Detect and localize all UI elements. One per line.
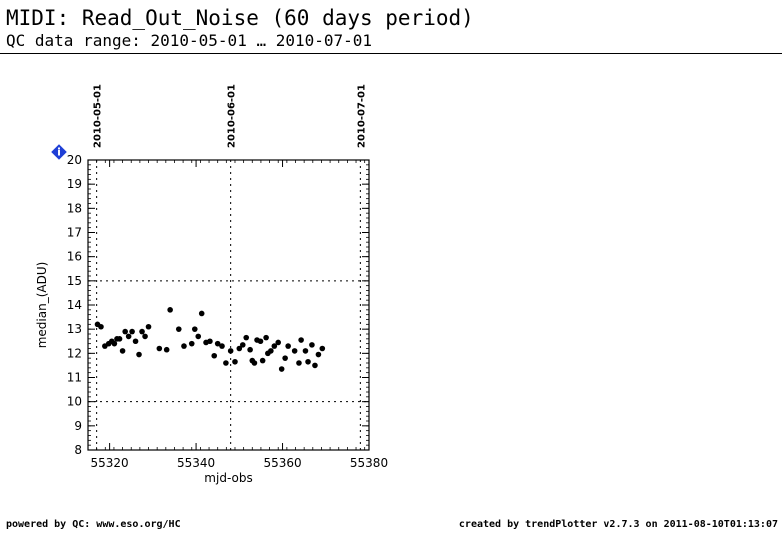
data-point [291,348,298,354]
date-marker-label: 2010-05-01 [93,84,104,148]
data-point [132,338,139,345]
data-point [207,338,213,345]
x-axis-label: mjd-obs [204,471,252,485]
info-badge-label: i [57,146,61,159]
data-point [271,343,278,349]
chart-ticks [87,159,370,451]
data-point [139,328,145,335]
footer-powered-by: powered by QC: www.eso.org/HC [6,519,181,530]
data-point [251,360,258,366]
data-point [259,357,266,364]
date-marker-label: 2010-07-01 [356,84,367,148]
data-point [227,348,234,354]
chart-grid [88,160,369,450]
data-point [156,345,163,352]
info-diamond-icon[interactable]: i [51,144,67,160]
y-tick-label: 9 [74,419,82,433]
y-tick-label: 17 [67,226,82,240]
data-point [278,366,285,372]
data-point [232,358,238,365]
data-point [198,310,205,317]
data-point [116,336,123,342]
y-tick-label: 18 [67,201,82,215]
data-point [257,338,264,345]
date-marker-label: 2010-06-01 [227,84,238,148]
data-point [305,358,311,365]
data-point [181,343,187,349]
data-point [223,360,229,366]
data-point [125,333,132,340]
x-tick-label: 55380 [350,456,388,470]
data-point [191,326,198,332]
info-diamond-shape [51,144,67,160]
data-point [309,342,315,348]
x-tick-label: 55340 [177,456,215,470]
data-point [243,334,250,341]
title-divider [0,53,782,54]
data-point [195,333,202,340]
y-tick-label: 20 [67,153,82,167]
data-point [129,328,135,335]
chart-labels: 2010-05-01 2010-06-01 2010-07-01 8 9 10 11 12 13… [35,84,388,485]
data-point [296,360,302,366]
page-title: MIDI: Read_Out_Noise (60 days period) [6,6,474,30]
y-tick-label: 15 [67,274,82,288]
data-point [98,323,104,330]
data-point [175,326,182,332]
y-tick-label: 12 [67,346,82,360]
data-point [268,348,274,354]
chart-points [94,307,326,372]
data-point [119,348,126,354]
data-point [247,346,253,353]
data-point [163,346,170,353]
y-axis-label: median_(ADU) [35,262,49,349]
data-point [319,345,326,352]
page-subtitle: QC data range: 2010-05-01 … 2010-07-01 [6,31,373,50]
y-tick-label: 16 [67,250,82,264]
data-point [142,333,148,340]
y-tick-label: 8 [74,443,82,457]
data-point [263,334,269,341]
data-point [298,337,304,343]
plot-frame [87,159,370,451]
data-point [239,342,246,348]
data-point [236,345,243,352]
y-tick-label: 13 [67,322,82,336]
data-point [188,340,195,347]
y-tick-label: 11 [67,371,82,385]
data-point [122,328,128,335]
data-point [136,351,142,358]
data-point [315,351,322,358]
data-point [214,340,221,347]
data-point [145,323,152,330]
data-point [111,340,118,347]
data-point [211,352,218,359]
y-tick-label: 19 [67,177,82,191]
data-point [285,343,291,349]
y-tick-label: 14 [67,298,82,312]
x-tick-label: 55360 [263,456,301,470]
data-point [167,307,173,313]
data-point [219,343,225,349]
data-point [275,339,282,346]
data-point [282,355,288,361]
footer-created-by: created by trendPlotter v2.7.3 on 2011-0… [458,519,778,530]
data-point [302,348,309,354]
x-tick-label: 55320 [91,456,129,470]
y-tick-label: 10 [67,395,82,409]
data-point [312,362,318,369]
